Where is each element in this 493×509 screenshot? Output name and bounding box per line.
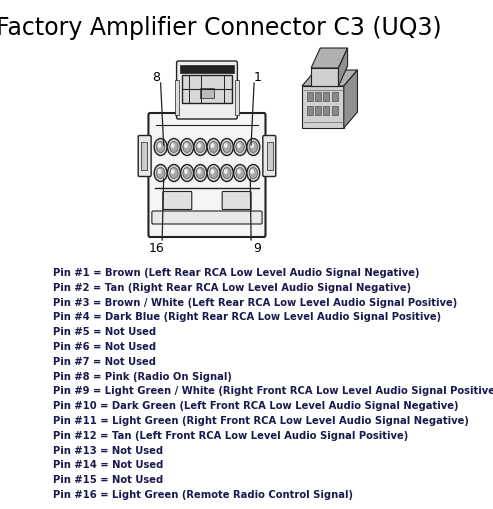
Circle shape [234,138,246,156]
Text: Pin #11 = Light Green (Right Front RCA Low Level Audio Signal Negative): Pin #11 = Light Green (Right Front RCA L… [53,416,469,426]
Circle shape [171,143,175,148]
Bar [175,80,179,115]
Bar [307,106,313,115]
Circle shape [196,167,205,179]
Bar [323,92,329,101]
Circle shape [194,138,207,156]
Text: 8: 8 [152,71,160,83]
Text: Pin #6 = Not Used: Pin #6 = Not Used [53,342,157,352]
Polygon shape [311,48,348,68]
Circle shape [158,143,161,148]
Text: Pin #1 = Brown (Left Rear RCA Low Level Audio Signal Negative): Pin #1 = Brown (Left Rear RCA Low Level … [53,268,420,278]
Text: Pin #12 = Tan (Left Front RCA Low Level Audio Signal Positive): Pin #12 = Tan (Left Front RCA Low Level … [53,431,409,441]
Circle shape [183,142,191,153]
Text: Pin #10 = Dark Green (Left Front RCA Low Level Audio Signal Negative): Pin #10 = Dark Green (Left Front RCA Low… [53,401,459,411]
Circle shape [223,142,231,153]
Text: Pin #16 = Light Green (Remote Radio Control Signal): Pin #16 = Light Green (Remote Radio Cont… [53,490,353,500]
Circle shape [168,164,180,182]
Circle shape [180,138,194,156]
Bar [315,106,321,115]
Text: Pin #7 = Not Used: Pin #7 = Not Used [53,357,156,367]
Circle shape [210,142,218,153]
Circle shape [180,164,194,182]
FancyBboxPatch shape [152,211,262,224]
Bar [179,65,234,73]
Text: Pin #9 = Light Green / White (Right Front RCA Low Level Audio Signal Positive): Pin #9 = Light Green / White (Right Fron… [53,386,493,397]
Circle shape [171,169,175,174]
Text: Pin #13 = Not Used: Pin #13 = Not Used [53,445,164,456]
Circle shape [220,138,233,156]
Polygon shape [339,48,348,86]
Circle shape [184,143,188,148]
Circle shape [197,143,201,148]
Bar [332,106,338,115]
Circle shape [207,138,220,156]
Circle shape [184,169,188,174]
Polygon shape [302,70,357,86]
Circle shape [223,167,231,179]
Circle shape [154,138,167,156]
Circle shape [156,167,165,179]
Circle shape [236,142,244,153]
Circle shape [237,143,241,148]
Bar [141,142,147,170]
Circle shape [196,142,205,153]
Text: Pin #15 = Not Used: Pin #15 = Not Used [53,475,164,485]
Bar [235,80,239,115]
Circle shape [237,169,241,174]
Circle shape [194,164,207,182]
Circle shape [156,142,165,153]
Circle shape [249,142,257,153]
FancyBboxPatch shape [176,61,238,119]
Circle shape [247,164,260,182]
Circle shape [234,164,246,182]
Circle shape [168,138,180,156]
Text: 9: 9 [253,241,261,254]
Circle shape [250,143,254,148]
Circle shape [170,167,178,179]
Bar [332,92,338,101]
Bar [315,92,321,101]
Text: Pin #2 = Tan (Right Rear RCA Low Level Audio Signal Negative): Pin #2 = Tan (Right Rear RCA Low Level A… [53,283,412,293]
Circle shape [207,164,220,182]
Circle shape [170,142,178,153]
Circle shape [247,138,260,156]
Circle shape [154,164,167,182]
Bar [307,92,313,101]
Text: Pin #14 = Not Used: Pin #14 = Not Used [53,461,164,470]
Text: Pin #5 = Not Used: Pin #5 = Not Used [53,327,157,337]
Circle shape [183,167,191,179]
FancyBboxPatch shape [222,191,251,210]
FancyBboxPatch shape [263,135,276,177]
Text: Pin #4 = Dark Blue (Right Rear RCA Low Level Audio Signal Positive): Pin #4 = Dark Blue (Right Rear RCA Low L… [53,313,442,322]
Circle shape [224,143,228,148]
Text: Factory Amplifier Connector C3 (UQ3): Factory Amplifier Connector C3 (UQ3) [0,16,442,40]
Circle shape [211,169,214,174]
Bar [267,142,273,170]
Circle shape [220,164,233,182]
Text: Pin #8 = Pink (Radio On Signal): Pin #8 = Pink (Radio On Signal) [53,372,232,382]
Bar [323,106,329,115]
Text: 1: 1 [253,71,261,83]
Circle shape [211,143,214,148]
Text: 16: 16 [148,241,164,254]
FancyBboxPatch shape [148,113,266,237]
Circle shape [236,167,244,179]
Circle shape [197,169,201,174]
Bar [302,86,344,128]
Polygon shape [344,70,357,128]
Circle shape [210,167,218,179]
FancyBboxPatch shape [138,135,151,177]
Circle shape [224,169,228,174]
Bar [200,88,214,98]
Bar [182,75,232,103]
Circle shape [249,167,257,179]
Circle shape [158,169,161,174]
FancyBboxPatch shape [163,191,192,210]
Circle shape [250,169,254,174]
Text: Pin #3 = Brown / White (Left Rear RCA Low Level Audio Signal Positive): Pin #3 = Brown / White (Left Rear RCA Lo… [53,298,458,307]
Bar [311,68,339,86]
